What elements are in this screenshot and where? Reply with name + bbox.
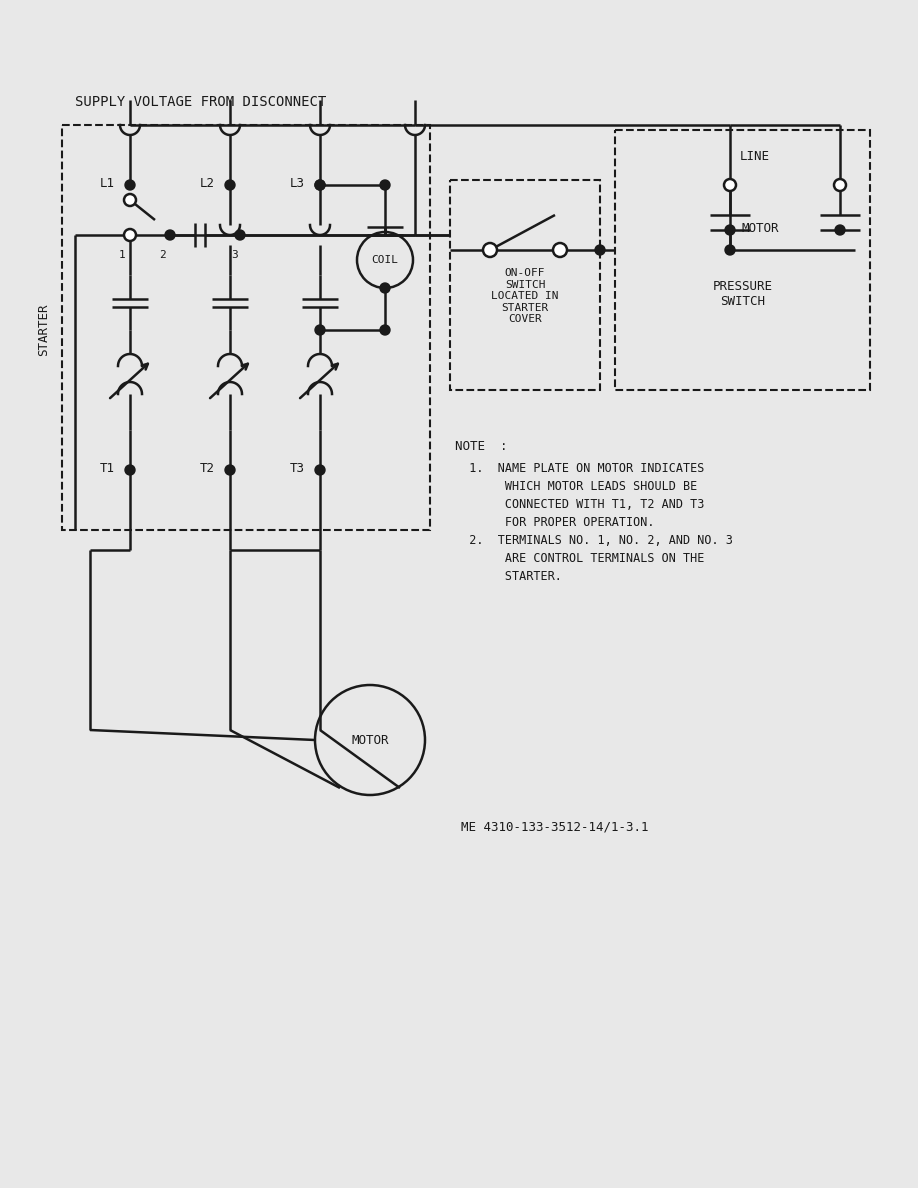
- Circle shape: [725, 245, 735, 255]
- Text: NOTE  :: NOTE :: [455, 440, 508, 453]
- Text: 2: 2: [159, 249, 165, 260]
- Circle shape: [125, 181, 135, 190]
- Text: 1: 1: [118, 249, 126, 260]
- Text: L1: L1: [100, 177, 115, 190]
- Circle shape: [225, 465, 235, 475]
- Text: LINE: LINE: [740, 150, 770, 163]
- Circle shape: [124, 229, 136, 241]
- Circle shape: [225, 181, 235, 190]
- Text: COIL: COIL: [372, 255, 398, 265]
- Text: T2: T2: [200, 462, 215, 475]
- Text: ARE CONTROL TERMINALS ON THE: ARE CONTROL TERMINALS ON THE: [455, 552, 704, 565]
- Text: STARTER: STARTER: [38, 304, 50, 356]
- Text: WHICH MOTOR LEADS SHOULD BE: WHICH MOTOR LEADS SHOULD BE: [455, 480, 698, 493]
- Text: L3: L3: [290, 177, 305, 190]
- Text: 2.  TERMINALS NO. 1, NO. 2, AND NO. 3: 2. TERMINALS NO. 1, NO. 2, AND NO. 3: [455, 533, 733, 546]
- Circle shape: [835, 225, 845, 235]
- Circle shape: [553, 244, 567, 257]
- Bar: [62, 125, 430, 530]
- Text: L2: L2: [200, 177, 215, 190]
- Circle shape: [124, 194, 136, 206]
- Circle shape: [125, 465, 135, 475]
- Circle shape: [483, 244, 497, 257]
- Circle shape: [380, 283, 390, 293]
- Bar: [450, 181, 600, 390]
- Circle shape: [315, 181, 325, 190]
- Text: MOTOR: MOTOR: [742, 222, 779, 235]
- Text: 1.  NAME PLATE ON MOTOR INDICATES: 1. NAME PLATE ON MOTOR INDICATES: [455, 462, 704, 475]
- Text: PRESSURE
SWITCH: PRESSURE SWITCH: [712, 280, 773, 308]
- Circle shape: [834, 179, 846, 191]
- Circle shape: [315, 326, 325, 335]
- Circle shape: [380, 181, 390, 190]
- Circle shape: [315, 465, 325, 475]
- Text: T3: T3: [290, 462, 305, 475]
- Circle shape: [165, 230, 175, 240]
- Text: ME 4310-133-3512-14/1-3.1: ME 4310-133-3512-14/1-3.1: [461, 820, 649, 833]
- Text: FOR PROPER OPERATION.: FOR PROPER OPERATION.: [455, 516, 655, 529]
- Circle shape: [380, 326, 390, 335]
- Circle shape: [235, 230, 245, 240]
- Circle shape: [595, 245, 605, 255]
- Text: SUPPLY VOLTAGE FROM DISCONNECT: SUPPLY VOLTAGE FROM DISCONNECT: [75, 95, 326, 109]
- Text: MOTOR: MOTOR: [352, 733, 388, 746]
- Circle shape: [724, 179, 736, 191]
- Bar: [615, 129, 870, 390]
- Text: 3: 3: [231, 249, 239, 260]
- Text: CONNECTED WITH T1, T2 AND T3: CONNECTED WITH T1, T2 AND T3: [455, 498, 704, 511]
- Text: STARTER.: STARTER.: [455, 570, 562, 583]
- Circle shape: [315, 181, 325, 190]
- Text: ON-OFF
SWITCH
LOCATED IN
STARTER
COVER: ON-OFF SWITCH LOCATED IN STARTER COVER: [491, 268, 559, 324]
- Text: T1: T1: [100, 462, 115, 475]
- Circle shape: [725, 225, 735, 235]
